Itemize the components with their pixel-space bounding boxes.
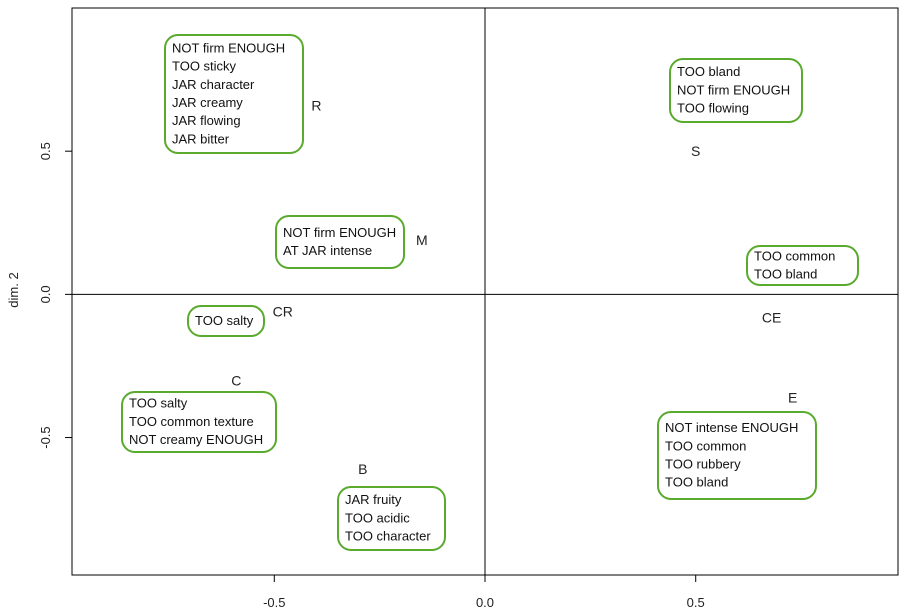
annotation-line: NOT creamy ENOUGH (129, 432, 263, 447)
annotation-line: TOO bland (665, 475, 728, 490)
annotation-border (337, 486, 446, 551)
y-axis: -0.5 0.0 0.5 (38, 142, 72, 449)
point-label-b: B (358, 461, 367, 477)
annotation-line: AT JAR intense (283, 243, 372, 258)
x-tick-label: 0.0 (476, 595, 494, 610)
annotation-line: TOO bland (754, 267, 817, 282)
point-label-ce: CE (762, 309, 781, 325)
annotation-line: NOT firm ENOUGH (283, 225, 396, 240)
annotation-border (121, 391, 277, 453)
annotation-line: TOO salty (129, 396, 188, 411)
annotation-line: TOO sticky (172, 59, 237, 74)
y-tick-label: 0.5 (38, 142, 53, 160)
annotation-line: TOO flowing (677, 101, 749, 116)
annotation-boxes: NOT firm ENOUGH TOO sticky JAR character JA… (121, 34, 859, 551)
point-label-cr: CR (273, 304, 293, 320)
annotation-box-m: NOT firm ENOUGH AT JAR intense (275, 215, 405, 269)
annotation-line: NOT intense ENOUGH (665, 420, 798, 435)
annotation-box-s: TOO bland NOT firm ENOUGH TOO flowing (669, 58, 803, 123)
annotation-line: JAR character (172, 77, 255, 92)
annotation-box-ce: TOO common TOO bland (746, 245, 859, 286)
x-axis: -0.5 0.0 0.5 (263, 575, 705, 610)
annotation-border (657, 411, 817, 500)
annotation-line: TOO common (665, 438, 746, 453)
point-label-r: R (311, 97, 321, 113)
annotation-line: TOO common texture (129, 414, 254, 429)
annotation-line: TOO salty (195, 313, 254, 328)
y-axis-title: dim. 2 (6, 272, 21, 307)
point-label-m: M (416, 232, 428, 248)
annotation-line: JAR flowing (172, 113, 241, 128)
annotation-line: TOO bland (677, 64, 740, 79)
annotation-line: JAR fruity (345, 492, 402, 507)
annotation-box-b: JAR fruity TOO acidic TOO character (337, 486, 446, 551)
annotation-border (669, 58, 803, 123)
annotation-border (275, 215, 405, 269)
annotation-box-e: NOT intense ENOUGH TOO common TOO rubbery T… (657, 411, 817, 500)
annotation-line: TOO character (345, 529, 431, 544)
annotation-line: TOO acidic (345, 510, 410, 525)
y-tick-label: 0.0 (38, 285, 53, 303)
y-tick-label: -0.5 (38, 426, 53, 448)
annotation-box-cr: TOO salty (187, 305, 265, 337)
annotation-line: NOT firm ENOUGH (677, 82, 790, 97)
annotation-border (746, 245, 859, 286)
annotation-line: JAR creamy (172, 95, 243, 110)
point-label-e: E (788, 389, 797, 405)
x-tick-label: -0.5 (263, 595, 285, 610)
annotation-box-c: TOO salty TOO common texture NOT creamy EN… (121, 391, 277, 453)
annotation-line: JAR bitter (172, 131, 230, 146)
annotation-line: TOO common (754, 248, 835, 263)
reference-lines (72, 8, 898, 575)
x-tick-label: 0.5 (687, 595, 705, 610)
point-label-c: C (231, 372, 241, 388)
annotation-line: NOT firm ENOUGH (172, 40, 285, 55)
point-labels: R M CR C B S CE E (231, 97, 797, 477)
point-label-s: S (691, 143, 700, 159)
annotation-border (164, 34, 304, 154)
annotation-border (187, 305, 265, 337)
annotation-box-r: NOT firm ENOUGH TOO sticky JAR character JA… (164, 34, 304, 154)
annotation-line: TOO rubbery (665, 457, 741, 472)
